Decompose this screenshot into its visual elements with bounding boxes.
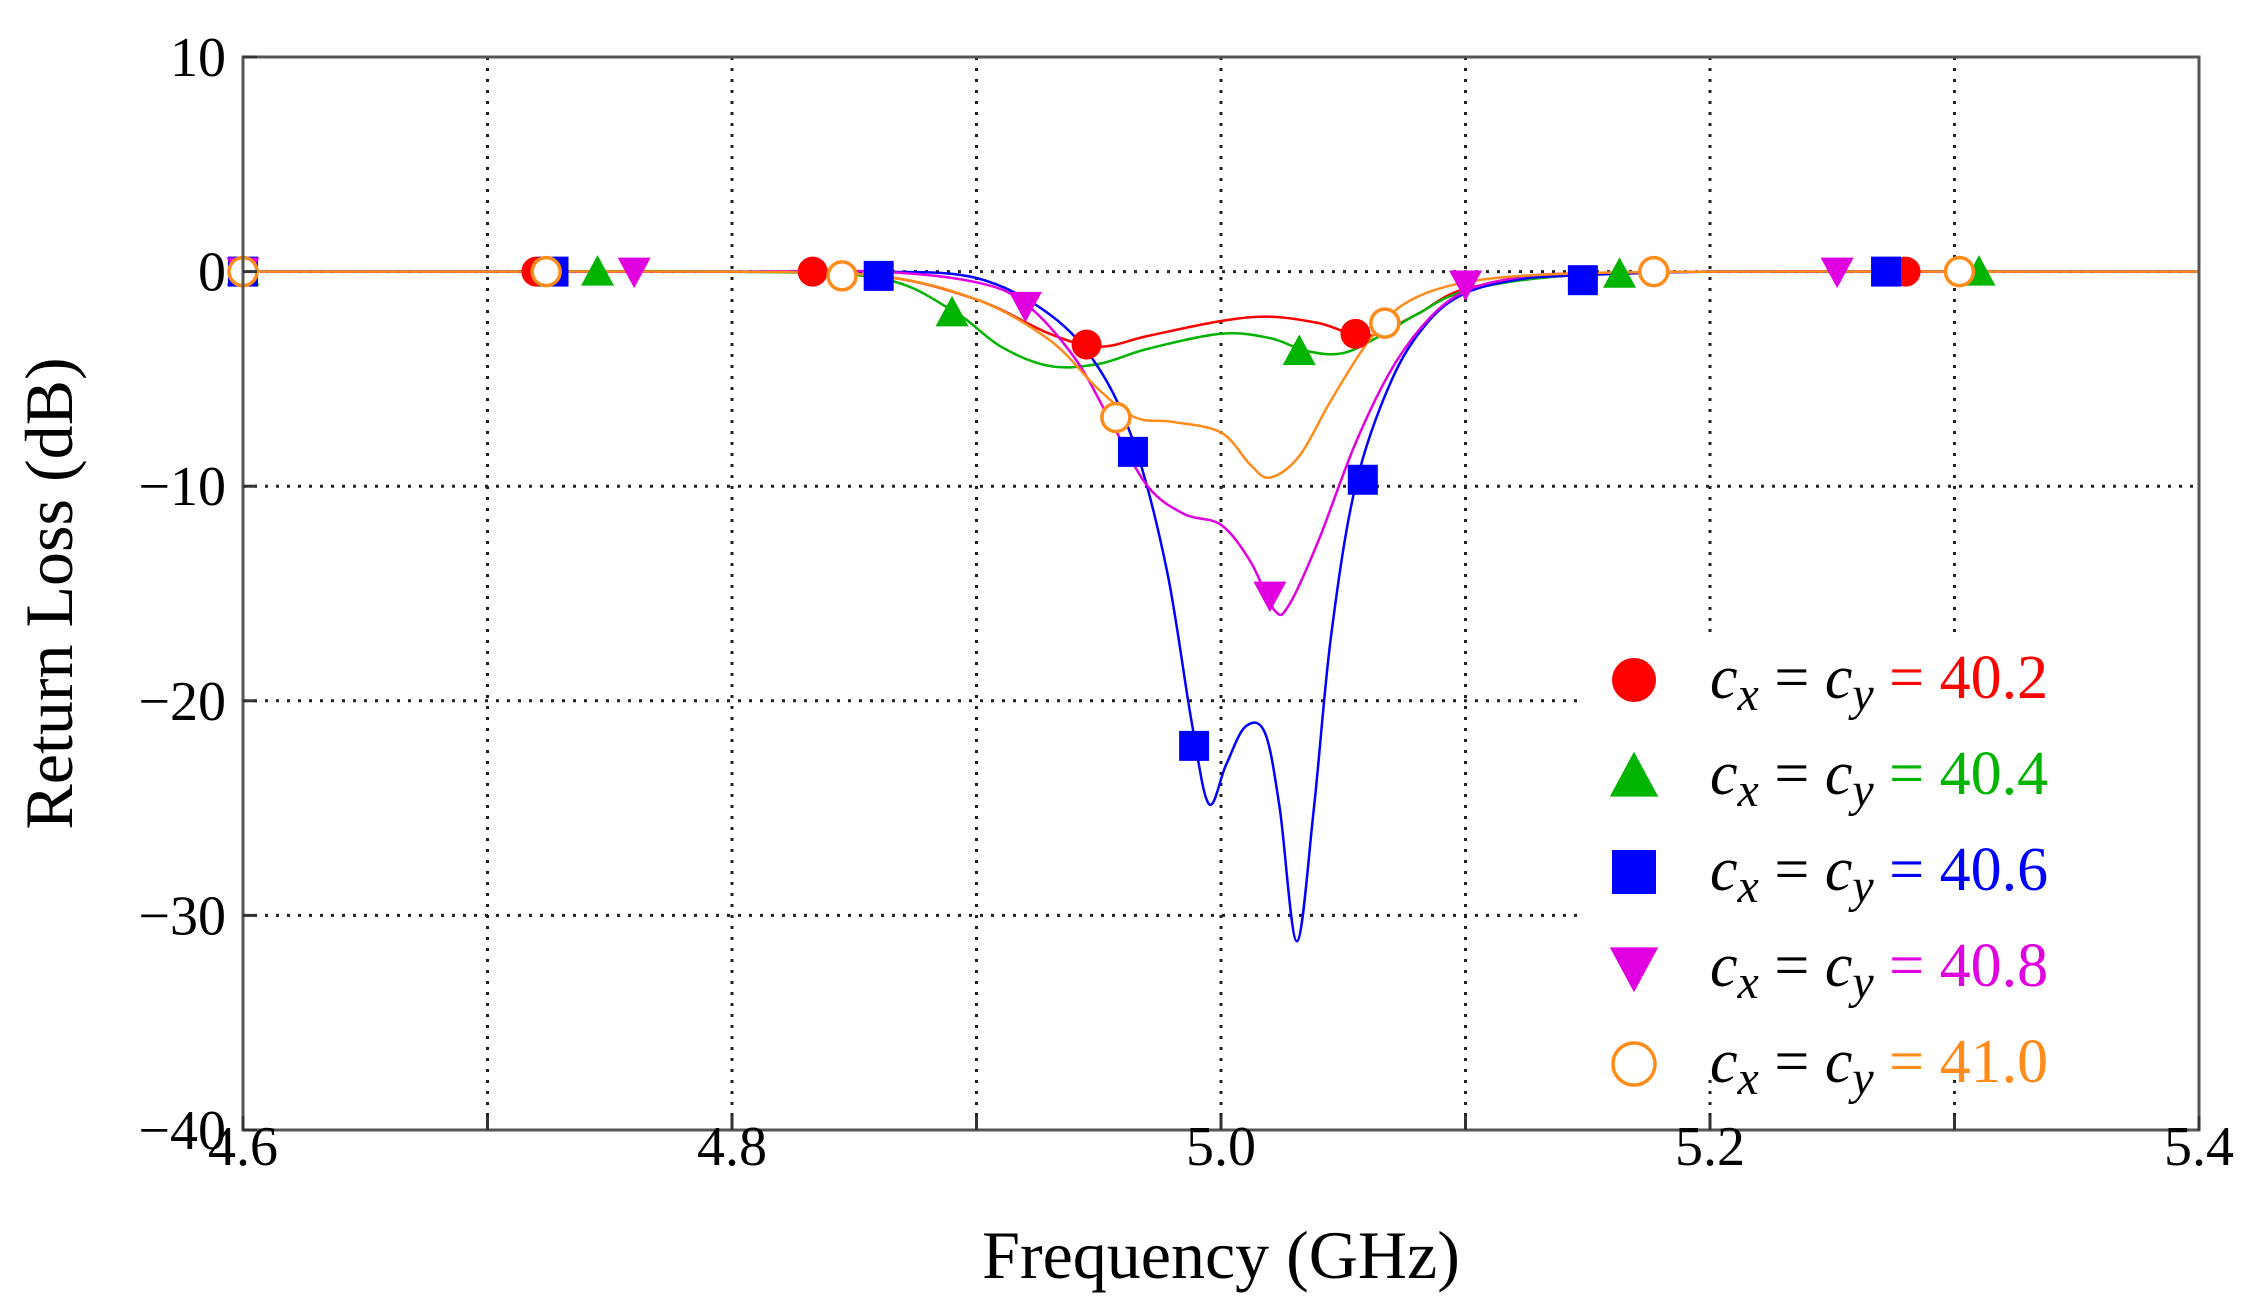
legend-label-part-4: y	[1847, 764, 1874, 817]
y-tick-label-1: 0	[198, 242, 226, 304]
legend-label-part-2: =	[1759, 932, 1825, 1000]
legend-label-part-4: y	[1847, 668, 1874, 721]
legend-label-part-6: 41.0	[1940, 1028, 2049, 1096]
legend-label-part-3: c	[1825, 836, 1853, 904]
legend-label-part-5: =	[1874, 836, 1940, 904]
y-tick-label-0: 10	[170, 27, 226, 89]
legend-marker-40.2	[1612, 658, 1656, 702]
legend-label-40.2: cx = cy = 40.2	[1710, 644, 2048, 721]
series-markers	[226, 255, 1996, 761]
legend-label-part-6: 40.8	[1940, 932, 2049, 1000]
legend-label-part-3: c	[1825, 1028, 1853, 1096]
series-marker-40.2-4	[1340, 318, 1371, 349]
series-marker-41.0-5	[1638, 255, 1670, 288]
x-tick-label-2: 4.8	[697, 1116, 767, 1178]
x-tick-label-0: 4.6	[208, 1116, 278, 1178]
series-marker-40.6-5	[1347, 464, 1378, 495]
legend-label-part-1: x	[1737, 860, 1759, 913]
legend-label-part-6: 40.4	[1940, 740, 2049, 808]
legend-marker-40.6	[1612, 850, 1656, 894]
legend-label-part-0: c	[1710, 740, 1738, 808]
legend: cx = cy = 40.2cx = cy = 40.4cx = cy = 40…	[1609, 644, 2048, 1105]
legend-label-part-2: =	[1759, 1028, 1825, 1096]
series-marker-40.2-2	[797, 256, 828, 287]
legend-label-40.6: cx = cy = 40.6	[1710, 836, 2048, 913]
legend-label-part-5: =	[1874, 1028, 1940, 1096]
legend-label-part-4: y	[1847, 1052, 1874, 1105]
series-marker-40.4-2	[935, 295, 969, 327]
axis-ticks: 4.6 4.8 5.0 5.2 5.4 10 0 −10 −20 −30 −40	[138, 27, 2234, 1178]
series-marker-40.4-1	[581, 255, 615, 286]
legend-marker-40.4	[1609, 751, 1659, 797]
x-axis-title: Frequency (GHz)	[982, 1217, 1460, 1293]
series-marker-40.8-1	[617, 257, 651, 289]
legend-label-part-4: y	[1847, 860, 1874, 913]
legend-label-part-0: c	[1710, 1028, 1738, 1096]
legend-label-40.8: cx = cy = 40.8	[1710, 932, 2048, 1009]
legend-label-part-1: x	[1737, 668, 1759, 721]
x-tick-label-6: 5.2	[1675, 1116, 1745, 1178]
y-tick-label-5: −40	[138, 1100, 226, 1162]
legend-label-part-6: 40.6	[1940, 836, 2049, 904]
legend-background	[1585, 640, 2195, 1080]
legend-label-part-3: c	[1825, 644, 1853, 712]
legend-label-40.4: cx = cy = 40.4	[1710, 740, 2048, 817]
y-tick-label-2: −10	[138, 456, 226, 518]
series-marker-41.0-1	[530, 255, 562, 288]
series-marker-41.0-3	[1100, 401, 1132, 434]
legend-label-part-2: =	[1759, 836, 1825, 904]
legend-label-part-0: c	[1710, 644, 1738, 712]
legend-label-part-5: =	[1874, 740, 1940, 808]
series-marker-41.0-4	[1369, 307, 1401, 339]
legend-label-part-4: y	[1847, 956, 1874, 1009]
series-marker-40.8-4	[1449, 270, 1482, 301]
legend-label-part-5: =	[1874, 644, 1940, 712]
legend-label-part-1: x	[1737, 956, 1759, 1009]
x-tick-label-8: 5.4	[2164, 1116, 2234, 1178]
x-tick-label-4: 5.0	[1186, 1116, 1256, 1178]
legend-label-41.0: cx = cy = 41.0	[1710, 1028, 2048, 1105]
series-marker-40.4-3	[1282, 334, 1316, 366]
legend-label-part-0: c	[1710, 932, 1738, 1000]
series-line-41.0	[243, 270, 2199, 480]
legend-label-part-2: =	[1759, 740, 1825, 808]
series-marker-40.2-3	[1071, 329, 1102, 360]
legend-label-part-5: =	[1874, 932, 1940, 1000]
y-tick-label-4: −30	[138, 885, 226, 947]
legend-label-part-3: c	[1825, 932, 1853, 1000]
legend-label-part-0: c	[1710, 836, 1738, 904]
series-marker-41.0-6	[1943, 255, 1976, 288]
series-marker-40.6-6	[1567, 265, 1598, 296]
legend-label-part-6: 40.2	[1940, 644, 2049, 712]
series-marker-41.0-2	[826, 260, 858, 292]
y-axis-title: Return Loss (dB)	[11, 357, 87, 829]
legend-marker-40.8	[1609, 947, 1659, 993]
series-marker-40.6-4	[1179, 730, 1210, 761]
series-marker-40.8-5	[1820, 257, 1854, 289]
series-marker-40.6-2	[863, 260, 894, 291]
legend-label-part-1: x	[1737, 764, 1759, 817]
legend-label-part-3: c	[1825, 740, 1853, 808]
series-marker-40.4-4	[1603, 257, 1637, 288]
series-marker-40.8-3	[1253, 581, 1287, 613]
series-marker-40.6-3	[1117, 436, 1148, 467]
legend-label-part-2: =	[1759, 644, 1825, 712]
legend-label-part-1: x	[1737, 1052, 1759, 1105]
series-marker-40.8-2	[1008, 291, 1042, 323]
legend-marker-41.0	[1611, 1041, 1657, 1087]
y-tick-label-3: −20	[138, 671, 226, 733]
series-marker-40.6-7	[1871, 256, 1902, 287]
series-line-40.6	[243, 269, 2199, 943]
